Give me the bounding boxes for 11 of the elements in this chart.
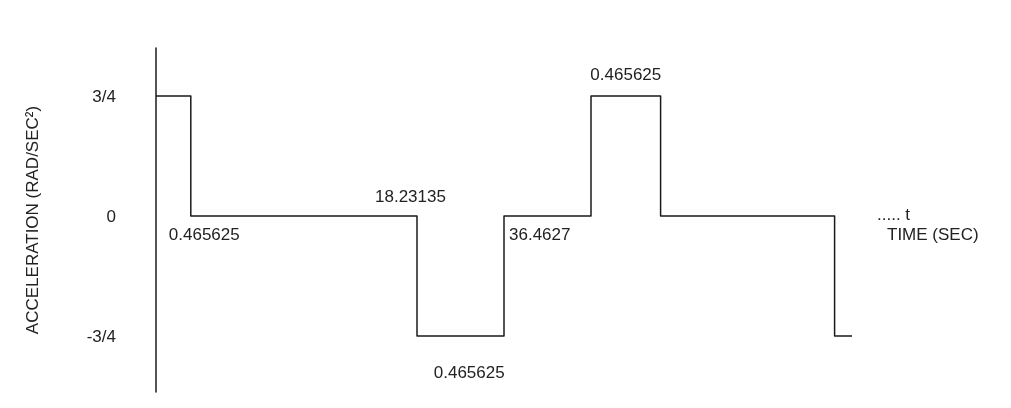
y-tick-label: 0 (106, 206, 116, 226)
y-tick-label: -3/4 (86, 326, 116, 346)
annotation: 18.23135 (375, 187, 446, 206)
y-tick-label: 3/4 (92, 86, 116, 106)
annotation: 0.465625 (433, 363, 505, 382)
x-axis-title: TIME (SEC) (887, 225, 979, 244)
annotation: 0.465625 (168, 225, 240, 244)
annotation: 0.465625 (590, 65, 662, 84)
y-axis-title: ACCELERATION (RAD/SEC²) (23, 105, 42, 335)
annotation: 36.4627 (509, 225, 571, 244)
text: ..... t (877, 205, 911, 224)
